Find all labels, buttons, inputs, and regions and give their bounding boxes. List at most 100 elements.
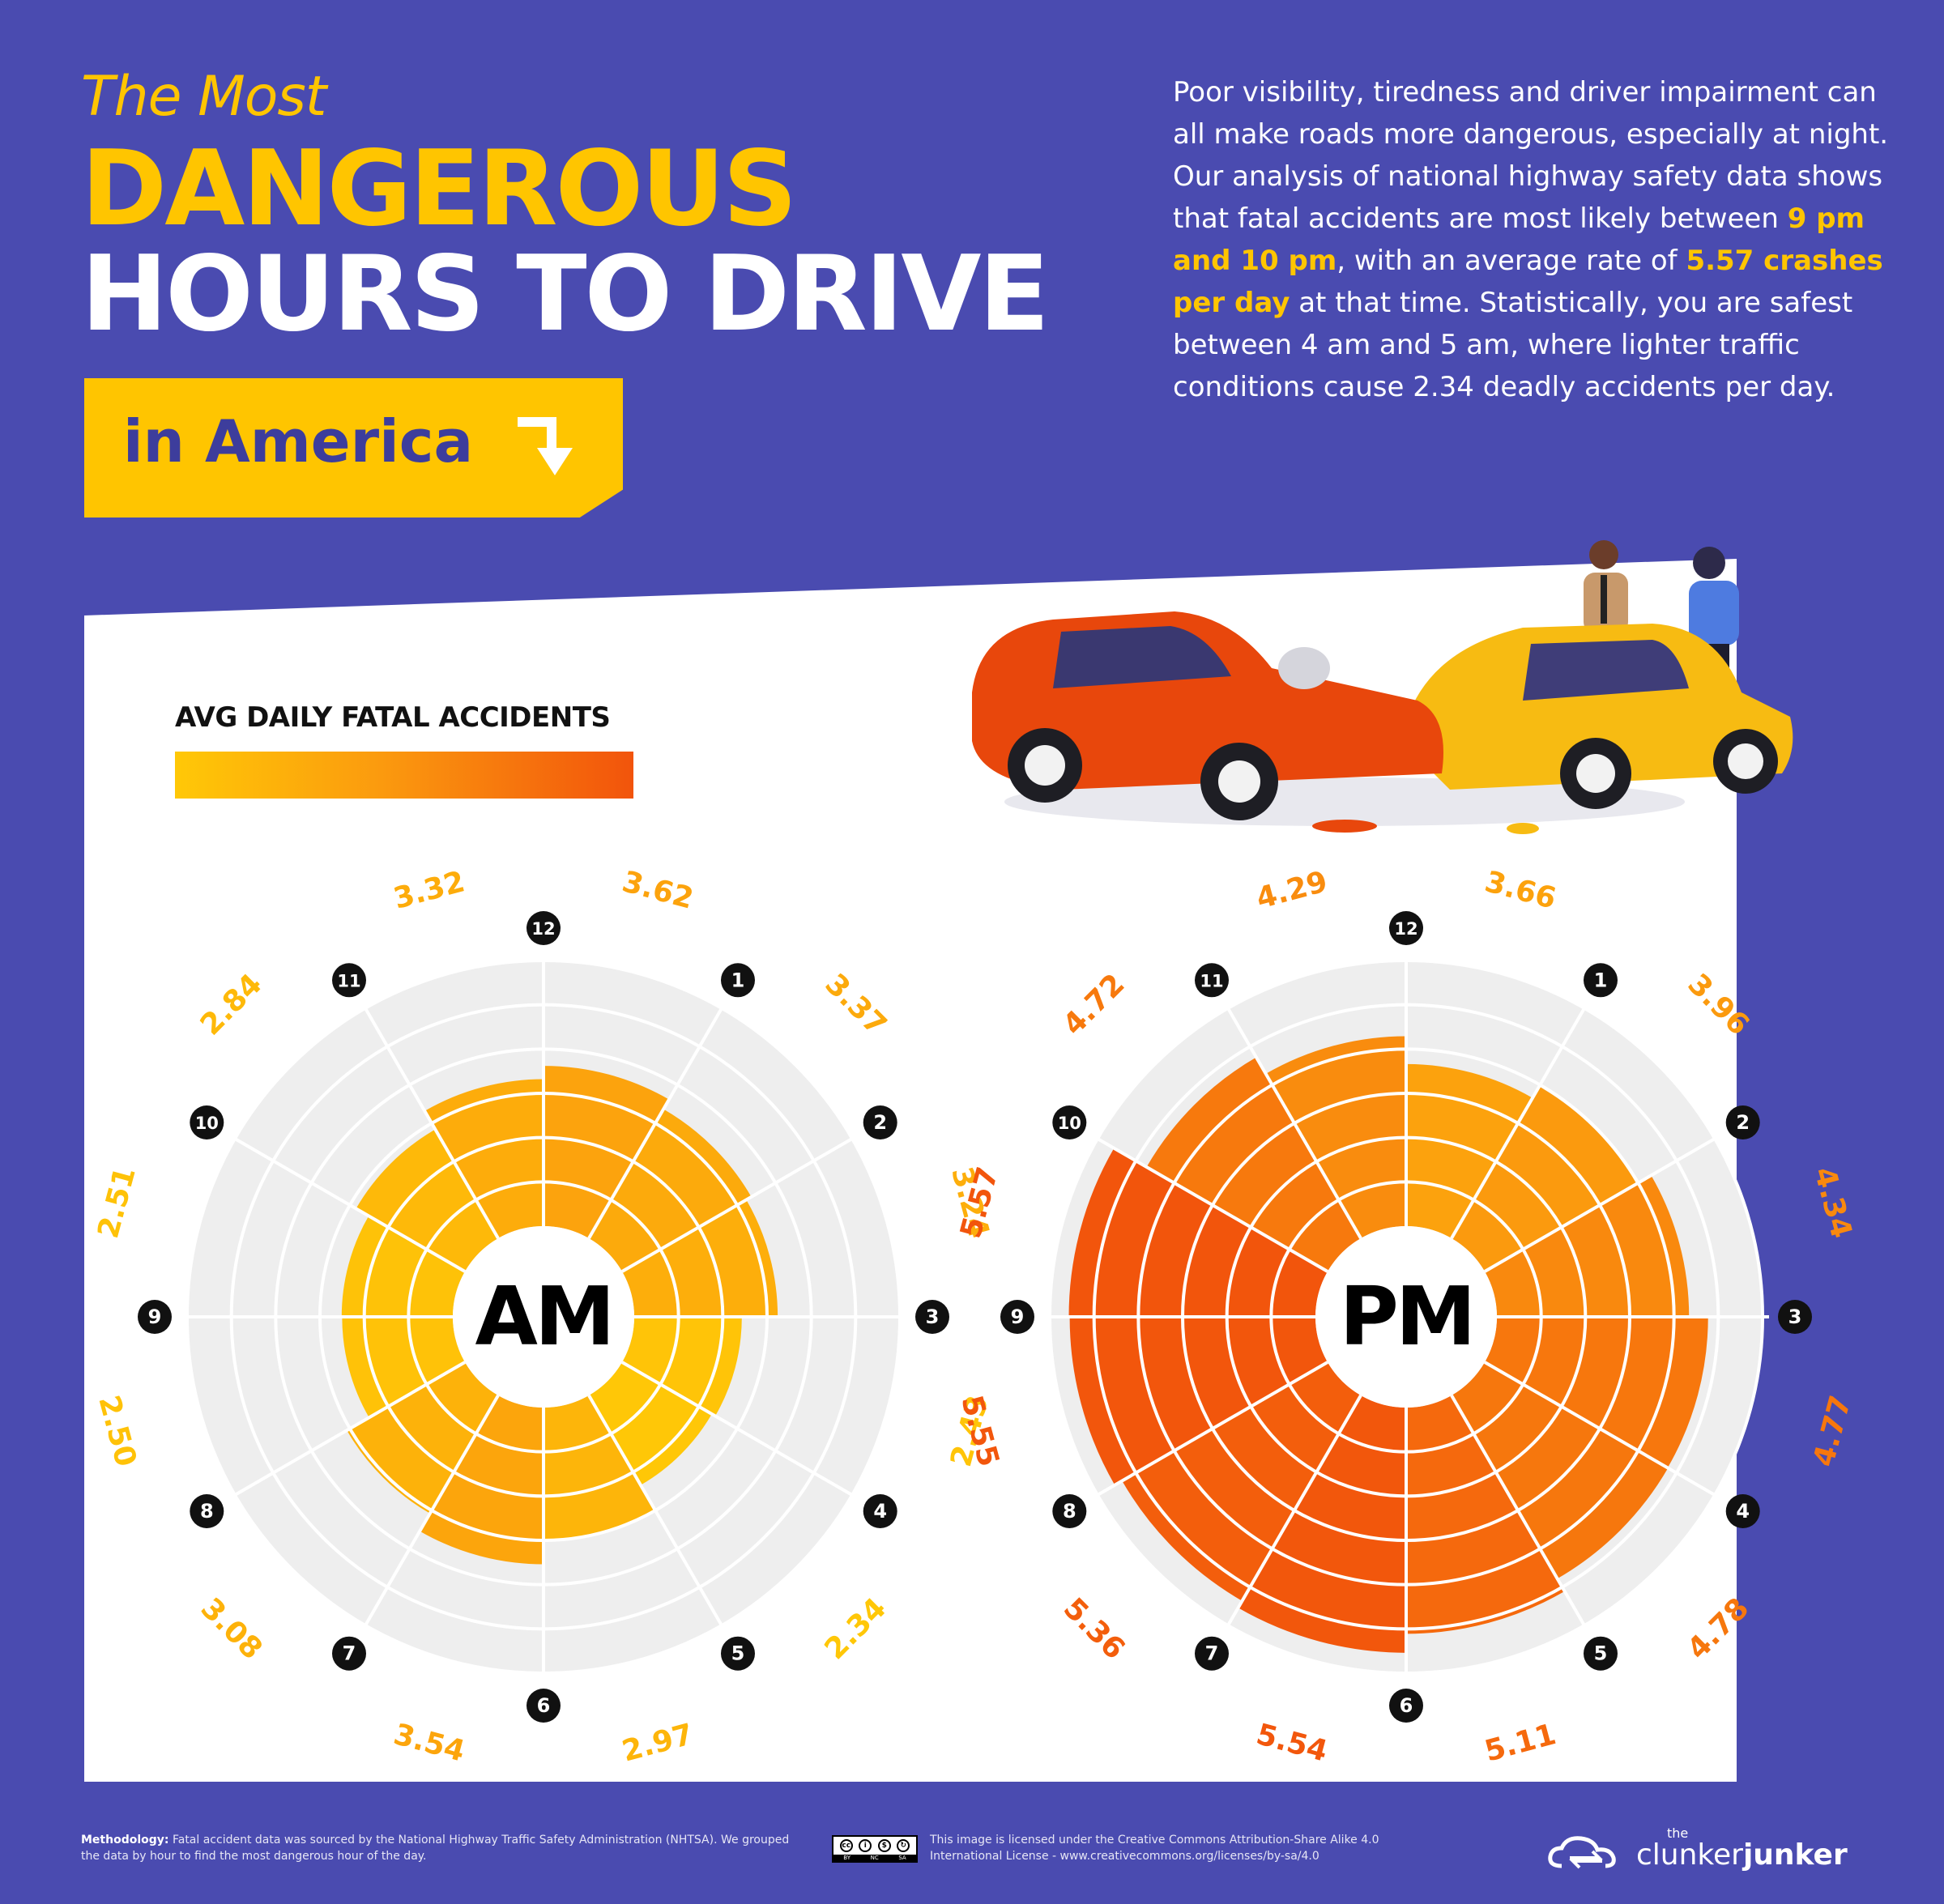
grid-spoke	[360, 1002, 500, 1240]
hour-marker-5	[721, 1636, 755, 1671]
grid-spoke	[228, 1134, 467, 1273]
hour-marker-1	[721, 963, 755, 998]
value-label-12-1: 3.66	[1481, 865, 1559, 916]
brand-name-light: clunker	[1636, 1838, 1743, 1872]
brand-logo: the clunkerjunker	[1545, 1825, 1869, 1874]
bar-segment-9-10	[341, 1216, 466, 1317]
cc-label-sa: SA	[898, 1855, 906, 1861]
grid-spoke	[1450, 1002, 1589, 1240]
bystander-man	[1584, 540, 1628, 633]
region-tag: in America	[84, 378, 623, 518]
value-label-3-4: 4.77	[1807, 1392, 1858, 1470]
grid-spoke	[620, 1361, 859, 1500]
hour-marker-7	[1195, 1636, 1229, 1671]
cc-icon: cc	[839, 1839, 853, 1852]
intro-highlight-rate: 5.57 crashes per day	[1173, 245, 1883, 319]
bar-segment-10-11	[356, 1129, 498, 1271]
center-disc	[1315, 1226, 1497, 1408]
hour-marker-4	[863, 1494, 897, 1528]
bar-segment-4-5	[589, 1362, 712, 1485]
bar-segment-3-4	[621, 1317, 742, 1416]
bar-segment-6-7	[420, 1395, 544, 1565]
hour-marker-9	[138, 1300, 172, 1334]
region-tag-label: in America	[123, 407, 474, 475]
grid-spoke	[1223, 1394, 1362, 1632]
grid-spoke	[1223, 1002, 1362, 1240]
hour-label-4: 4	[1736, 1500, 1750, 1523]
value-label-2-3: 4.34	[1807, 1164, 1858, 1242]
title-dangerous: DANGEROUS	[81, 129, 797, 249]
methodology-note: Methodology: Fatal accident data was sou…	[81, 1832, 810, 1864]
value-label-10-11: 2.84	[194, 968, 269, 1042]
hour-label-1: 1	[731, 969, 745, 991]
noncommercial-icon: $	[877, 1839, 891, 1852]
hour-label-4: 4	[873, 1500, 887, 1523]
hour-marker-8	[1052, 1494, 1087, 1528]
hour-marker-10	[1052, 1105, 1087, 1139]
hour-label-7: 7	[343, 1642, 356, 1665]
hour-marker-6	[526, 1689, 561, 1723]
brand-name-bold: junker	[1742, 1838, 1848, 1872]
value-label-12-1: 3.62	[619, 865, 697, 916]
grid-spoke	[360, 1394, 500, 1632]
hour-marker-8	[190, 1494, 224, 1528]
value-label-1-2: 3.96	[1681, 968, 1755, 1042]
hour-marker-2	[1725, 1105, 1760, 1139]
hour-label-6: 6	[537, 1694, 551, 1717]
hour-label-3: 3	[1788, 1306, 1802, 1328]
legend-title: AVG DAILY FATAL ACCIDENTS	[175, 701, 611, 734]
hour-marker-5	[1584, 1636, 1618, 1671]
grid-spoke	[1450, 1394, 1589, 1632]
title-prefix: The Most	[81, 65, 326, 129]
intro-text-2: , with an average rate of	[1336, 245, 1686, 277]
hour-label-5: 5	[731, 1642, 745, 1665]
methodology-label: Methodology:	[81, 1834, 169, 1846]
bar-segment-2-3	[621, 1199, 778, 1317]
brand-prefix: the	[1667, 1825, 1689, 1841]
hour-label-7: 7	[1205, 1642, 1219, 1665]
bar-segment-3-4	[1484, 1317, 1708, 1468]
intro-paragraph: Poor visibility, tiredness and driver im…	[1173, 71, 1902, 408]
hour-marker-1	[1584, 963, 1618, 998]
red-car	[972, 611, 1443, 820]
hour-marker-4	[1725, 1494, 1760, 1528]
hour-label-10: 10	[1058, 1114, 1081, 1133]
grid-spoke	[1091, 1134, 1329, 1273]
cloud-arrows-icon	[1548, 1836, 1616, 1869]
bar-segment-5-6	[544, 1395, 655, 1540]
hour-marker-2	[863, 1105, 897, 1139]
center-disc	[453, 1226, 634, 1408]
license-note[interactable]: This image is licensed under the Creativ…	[930, 1834, 1379, 1863]
yellow-car	[1401, 624, 1793, 809]
hour-marker-3	[1778, 1300, 1812, 1334]
bar-segment-11-12	[424, 1079, 544, 1239]
value-label-5-6: 5.11	[1481, 1718, 1559, 1769]
attribution-icon: i	[859, 1839, 872, 1852]
value-label-6-7: 3.54	[390, 1718, 468, 1769]
grid-spoke	[1483, 1134, 1721, 1273]
hour-label-9: 9	[148, 1306, 162, 1328]
cc-label-by: BY	[843, 1855, 850, 1861]
hour-label-6: 6	[1400, 1694, 1413, 1717]
legend-gradient-bar	[175, 752, 633, 799]
value-label-5-6: 2.97	[619, 1718, 697, 1769]
grid-spoke	[587, 1002, 727, 1240]
hour-label-12: 12	[1394, 919, 1418, 939]
value-label-9-10: 2.51	[92, 1164, 143, 1242]
hour-label-12: 12	[531, 919, 555, 939]
brand-name: clunkerjunker	[1636, 1838, 1848, 1872]
bar-segment-7-8	[1122, 1362, 1361, 1601]
bar-segment-10-11	[1146, 1057, 1361, 1271]
bar-segment-8-9	[342, 1317, 466, 1418]
radial-chart-am: AM1212345678910113.623.373.242.432.342.9…	[92, 865, 995, 1768]
value-label-10-11: 4.72	[1057, 968, 1132, 1042]
bar-segment-4-5	[1452, 1362, 1669, 1579]
hour-label-2: 2	[1736, 1111, 1750, 1134]
grid-spoke	[620, 1134, 859, 1273]
cc-license-badge[interactable]: cc i $ ↻ BY NC SA	[832, 1835, 918, 1863]
hour-marker-12	[526, 911, 561, 945]
hour-marker-11	[332, 963, 366, 998]
methodology-text: Fatal accident data was sourced by the N…	[81, 1834, 790, 1863]
value-label-6-7: 5.54	[1253, 1718, 1331, 1769]
value-label-4-5: 4.78	[1681, 1591, 1755, 1666]
